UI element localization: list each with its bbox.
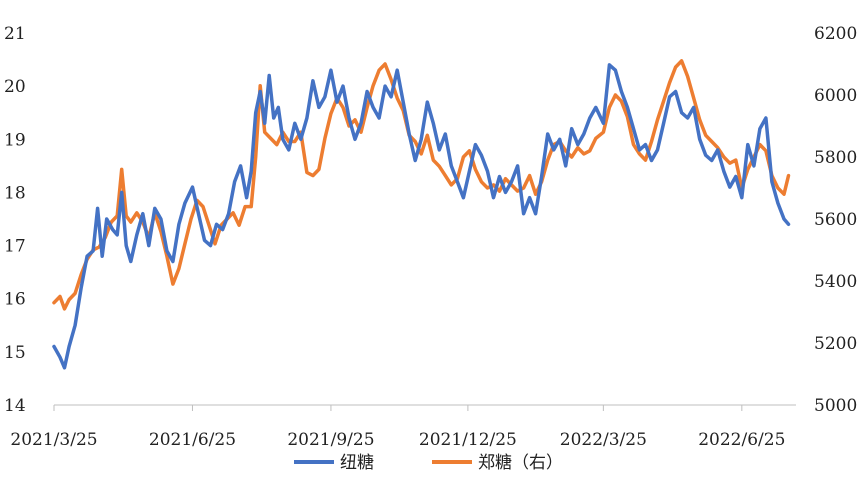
y-left-tick-label: 14 (4, 396, 26, 416)
y-left-tick-label: 16 (4, 290, 26, 310)
y-left-tick-label: 20 (4, 77, 26, 97)
y-right-tick-label: 6000 (814, 86, 857, 106)
x-tick-label: 2022/6/25 (698, 430, 785, 450)
y-axis-left-ticks: 14 15 16 17 18 19 20 21 (4, 24, 26, 416)
x-axis-ticks: 2021/3/25 2021/6/25 2021/9/25 2021/12/25 202… (10, 405, 785, 450)
x-tick-label: 2022/3/25 (560, 430, 647, 450)
series (52, 59, 791, 370)
y-left-tick-label: 21 (4, 24, 26, 44)
legend-label: 郑糖（右） (478, 453, 563, 473)
y-right-tick-label: 6200 (814, 24, 857, 44)
x-tick-label: 2021/3/25 (10, 430, 97, 450)
y-axis-right-ticks: 5000 5200 5400 5600 5800 6000 6200 (814, 24, 857, 416)
y-right-tick-label: 5000 (814, 396, 857, 416)
series-line-ny-sugar (52, 63, 791, 370)
y-right-tick-label: 5600 (814, 210, 857, 230)
x-tick-label: 2021/9/25 (287, 430, 374, 450)
series-line-zheng-sugar (52, 59, 791, 311)
legend: 纽糖 郑糖（右） (294, 453, 563, 473)
x-tick-label: 2021/12/25 (419, 430, 517, 450)
y-left-tick-label: 17 (4, 237, 26, 257)
y-left-tick-label: 19 (4, 130, 26, 150)
y-right-tick-label: 5200 (814, 334, 857, 354)
legend-label: 纽糖 (340, 453, 374, 473)
y-left-tick-label: 15 (4, 343, 26, 363)
y-left-tick-label: 18 (4, 183, 26, 203)
y-right-tick-label: 5800 (814, 148, 857, 168)
x-tick-label: 2021/6/25 (149, 430, 236, 450)
y-right-tick-label: 5400 (814, 272, 857, 292)
